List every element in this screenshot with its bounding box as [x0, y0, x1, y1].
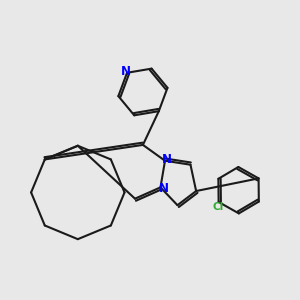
Text: N: N	[121, 65, 130, 78]
Text: Cl: Cl	[213, 202, 224, 212]
Text: N: N	[162, 153, 172, 166]
Text: N: N	[159, 182, 169, 195]
